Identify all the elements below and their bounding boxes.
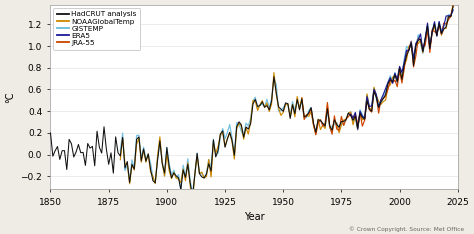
X-axis label: Year: Year <box>244 212 264 222</box>
Text: © Crown Copyright. Source: Met Office: © Crown Copyright. Source: Met Office <box>349 226 465 232</box>
Legend: HadCRUT analysis, NOAAGlobalTemp, GISTEMP, ERA5, JRA-55: HadCRUT analysis, NOAAGlobalTemp, GISTEM… <box>54 8 140 50</box>
Y-axis label: °C: °C <box>5 91 15 103</box>
